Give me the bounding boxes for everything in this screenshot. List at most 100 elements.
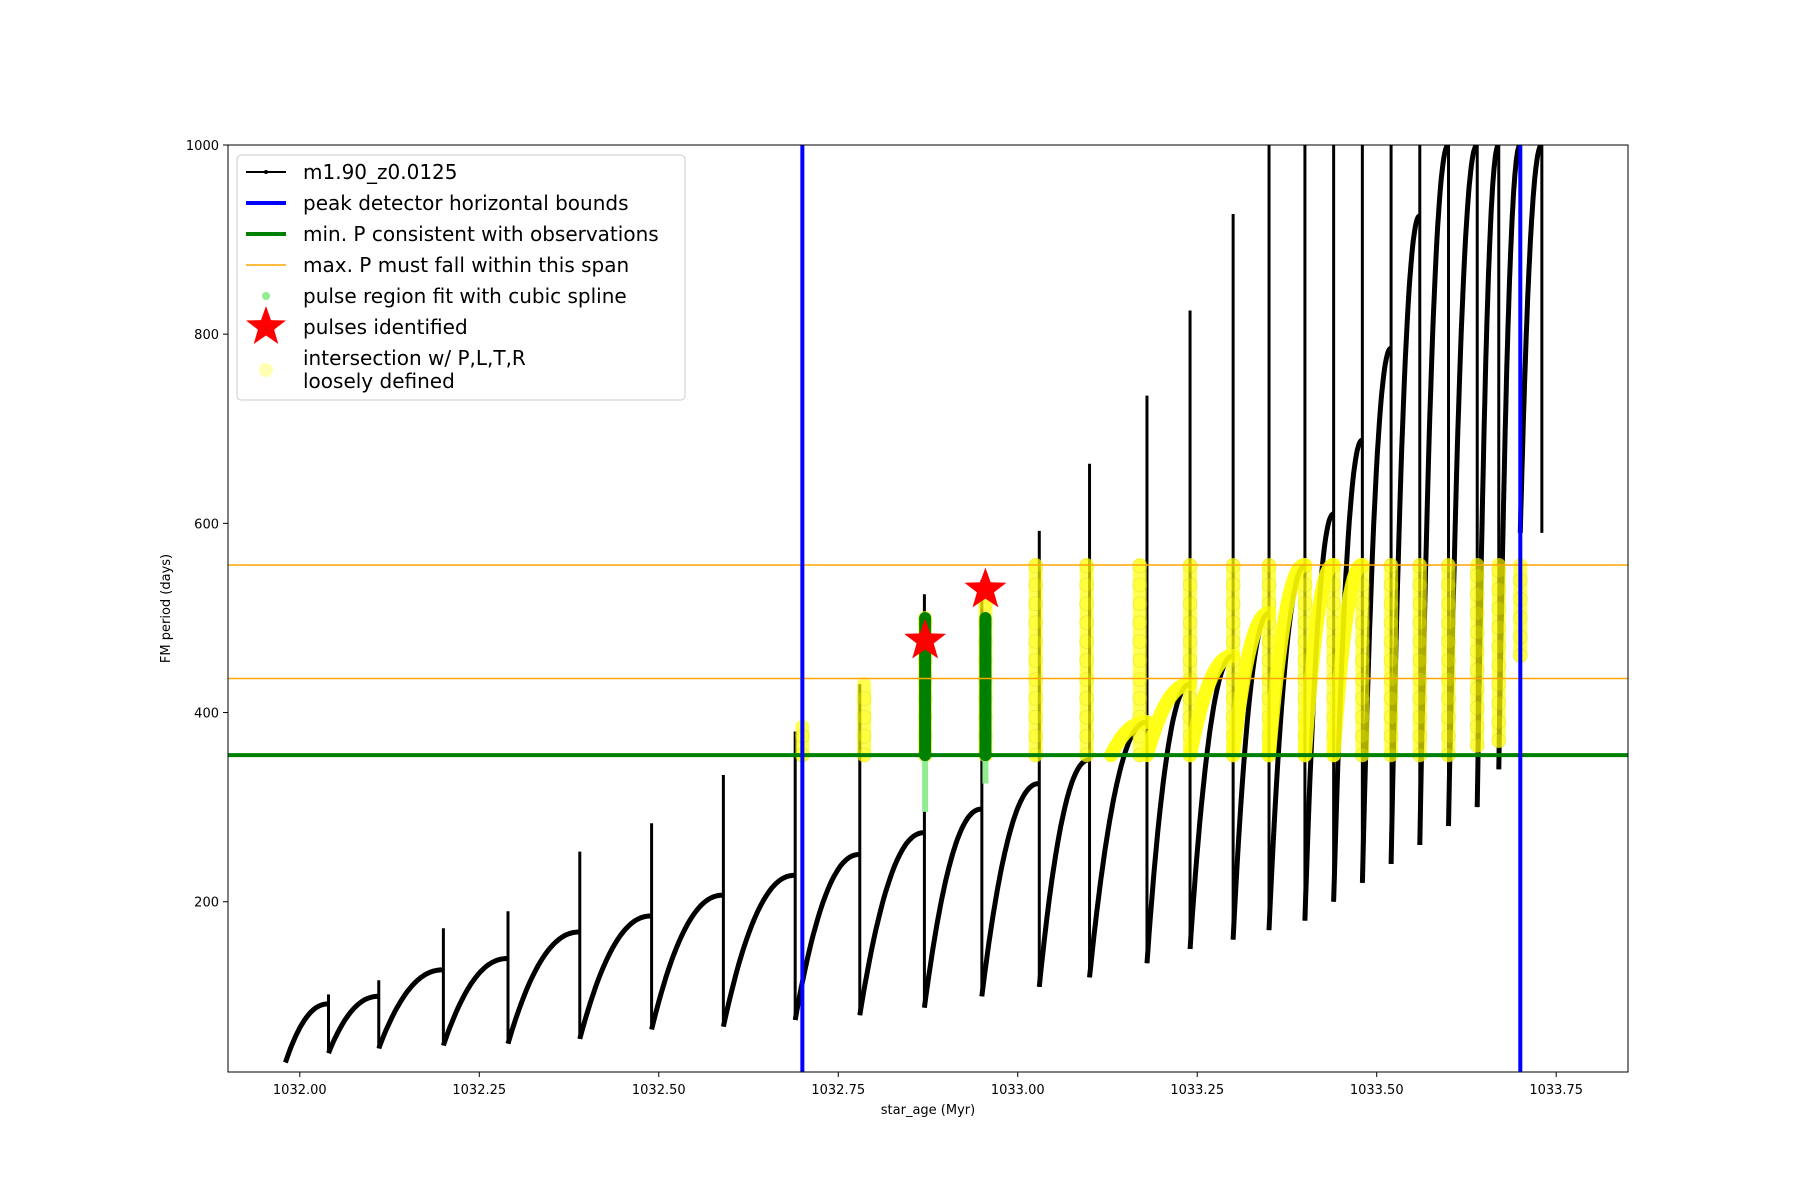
intersection-point	[1132, 615, 1148, 631]
intersection-point	[1469, 662, 1485, 678]
y-tick-label: 1000	[186, 139, 219, 154]
axes-frame	[227, 144, 1629, 1073]
intersection-point	[1182, 690, 1198, 706]
intersection-point	[1354, 690, 1370, 706]
intersection-point	[1412, 709, 1428, 725]
intersection-point	[1354, 728, 1370, 744]
intersection-point	[1383, 615, 1399, 631]
intersection-point	[1383, 709, 1399, 725]
x-tick-label: 1033.00	[991, 1083, 1045, 1098]
intersection-arc	[1140, 677, 1198, 763]
track-segment	[649, 892, 725, 1031]
intersection-point	[1412, 653, 1428, 669]
intersection-point	[1441, 709, 1457, 725]
intersection-point	[1225, 615, 1241, 631]
intersection-point	[1354, 615, 1370, 631]
intersection-point	[1412, 690, 1428, 706]
intersection-point	[1079, 709, 1095, 725]
legend-entry: pulse region fit with cubic spline	[262, 284, 627, 308]
intersection-point	[1354, 634, 1370, 650]
legend-label: loosely defined	[303, 369, 455, 393]
intersection-arc	[1297, 558, 1341, 763]
intersection-point	[1079, 596, 1095, 612]
legend-box	[236, 154, 686, 401]
intersection-point	[1028, 577, 1044, 593]
intersection-point	[1441, 615, 1457, 631]
intersection-point	[1491, 657, 1507, 673]
intersection-point	[1079, 653, 1095, 669]
track-segment	[1388, 213, 1422, 864]
intersection-point	[1354, 596, 1370, 612]
intersection-point	[1132, 558, 1148, 574]
track-segment	[441, 956, 509, 1047]
intersection-point	[1469, 567, 1485, 583]
intersection-point	[1132, 577, 1148, 593]
intersection-point	[1261, 558, 1277, 574]
intersection-point	[1297, 596, 1313, 612]
legend-label: min. P consistent with observations	[303, 222, 659, 246]
intersection-point	[1469, 681, 1485, 697]
legend-swatch-track-marker	[264, 170, 268, 174]
intersection-point	[1182, 558, 1198, 574]
intersection-point	[1412, 634, 1428, 650]
x-tick-label: 1032.00	[273, 1083, 327, 1098]
intersection-point	[1491, 582, 1507, 598]
pulse-star	[904, 618, 947, 659]
intersection-point	[1028, 728, 1044, 744]
intersection-point	[1383, 634, 1399, 650]
intersection-point	[1412, 577, 1428, 593]
intersection-point	[1079, 615, 1095, 631]
legend-label: max. P must fall within this span	[303, 253, 629, 277]
x-tick-label: 1032.50	[632, 1083, 686, 1098]
intersection-point	[1412, 728, 1428, 744]
track-segment	[577, 913, 653, 1040]
intersection-point	[1182, 634, 1198, 650]
legend-swatch-spline	[262, 292, 270, 300]
intersection-point	[1491, 638, 1507, 654]
intersection-point	[1079, 671, 1095, 687]
intersection-point	[1412, 615, 1428, 631]
intersection-point	[1028, 558, 1044, 574]
intersection-point	[1225, 577, 1241, 593]
intersection-point	[1412, 558, 1428, 574]
intersection-arc	[1104, 715, 1154, 763]
track-segment	[792, 851, 861, 1021]
intersection-arc	[1226, 606, 1276, 763]
intersection-point	[1028, 690, 1044, 706]
track-segment	[376, 967, 445, 1050]
intersection-point	[1079, 690, 1095, 706]
legend-label: pulse region fit with cubic spline	[303, 284, 627, 308]
intersection-point	[1469, 605, 1485, 621]
legend-label: peak detector horizontal bounds	[303, 191, 629, 215]
intersection-point	[1132, 690, 1148, 706]
x-tick-label: 1033.75	[1529, 1083, 1583, 1098]
intersection-point	[1261, 577, 1277, 593]
axis-ticks: 1032.00 1032.25 1032.50 1032.75 1033.00 1033.…	[186, 139, 1583, 1098]
intersection-point	[1383, 671, 1399, 687]
intersection-point	[1028, 653, 1044, 669]
intersection-point	[1491, 563, 1507, 579]
intersection-point	[1469, 719, 1485, 735]
intersection-point	[1383, 596, 1399, 612]
legend-entry: pulses identified	[246, 306, 468, 344]
intersection-point	[1383, 690, 1399, 706]
intersection-point	[1354, 671, 1370, 687]
intersection-point	[1469, 700, 1485, 716]
intersection-point	[1182, 615, 1198, 631]
intersection-point	[1469, 586, 1485, 602]
y-tick-label: 200	[194, 896, 219, 911]
track-segment	[720, 872, 796, 1028]
intersection-point	[1383, 558, 1399, 574]
x-tick-label: 1032.25	[452, 1083, 506, 1098]
intersection-point	[1028, 709, 1044, 725]
intersection-point	[1132, 653, 1148, 669]
intersection-point	[1491, 695, 1507, 711]
track-segment	[1517, 145, 1544, 533]
track-series	[283, 145, 1544, 1064]
intersection-arc	[1262, 558, 1312, 763]
legend-label: pulses identified	[303, 315, 468, 339]
track-segment	[979, 781, 1041, 997]
